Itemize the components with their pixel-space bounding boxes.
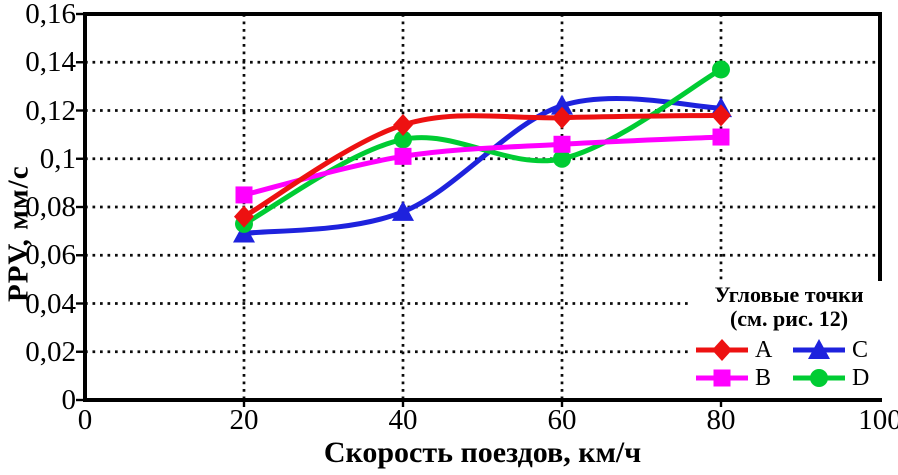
square-marker — [712, 128, 730, 146]
legend-label: B — [755, 365, 772, 391]
legend-label: C — [852, 337, 869, 363]
series-B — [235, 128, 730, 204]
triangle-marker — [551, 94, 573, 115]
series-line — [241, 112, 724, 220]
legend-entry-C: C — [791, 337, 884, 363]
square-marker — [553, 135, 571, 153]
legend-entry-A: A — [694, 337, 787, 363]
square-marker — [394, 147, 412, 165]
square-marker — [713, 369, 731, 387]
diamond-marker — [711, 104, 731, 127]
diamond-legend-swatch — [696, 339, 748, 361]
diamond-marker — [552, 106, 572, 129]
series-line — [241, 95, 724, 237]
x-tick-label: 80 — [706, 404, 736, 436]
x-tick-label: 20 — [229, 404, 259, 436]
square-marker — [235, 186, 253, 204]
y-tick-label: 0,08 — [25, 191, 76, 223]
plot-border — [83, 12, 882, 402]
diamond-marker — [712, 339, 732, 361]
y-tick-label: 0,1 — [39, 142, 76, 175]
legend-label: A — [755, 337, 773, 363]
circle-marker — [810, 369, 828, 387]
legend-title: Угловые точки — [714, 282, 864, 307]
circle-marker — [553, 149, 571, 168]
square-legend-swatch — [696, 369, 748, 387]
triangle-marker — [808, 339, 830, 359]
circle-marker — [712, 60, 730, 79]
x-tick-label: 0 — [77, 404, 93, 436]
x-axis-title: Скорость поездов, км/ч — [323, 436, 642, 469]
x-tick-label: 100 — [858, 404, 898, 436]
triangle-legend-swatch — [793, 339, 845, 359]
diamond-marker — [234, 205, 254, 228]
y-tick-label: 0,02 — [25, 335, 76, 368]
legend: Угловые точки (см. рис. 12) A C B D — [692, 281, 886, 398]
y-tick-label: 0,16 — [25, 0, 76, 30]
y-tick-label: 0,14 — [25, 46, 76, 79]
x-tick-label: 60 — [547, 404, 577, 436]
y-tick-label: 0,12 — [25, 94, 76, 127]
circle-marker — [394, 130, 412, 149]
y-tick-label: 0,06 — [25, 239, 76, 272]
legend-subtitle: (см. рис. 12) — [729, 306, 849, 331]
circle-legend-swatch — [793, 369, 845, 387]
legend-label: D — [852, 365, 870, 391]
x-tick-label: 40 — [388, 404, 418, 436]
diamond-marker — [393, 113, 413, 136]
series-A — [234, 104, 731, 228]
triangle-marker — [392, 200, 414, 221]
legend-entry-D: D — [791, 365, 884, 391]
legend-entries: A C B D — [692, 337, 886, 391]
series-line — [241, 134, 724, 198]
y-tick-label: 0 — [61, 384, 77, 416]
y-tick-label: 0,04 — [25, 287, 76, 320]
legend-entry-B: B — [694, 365, 787, 391]
